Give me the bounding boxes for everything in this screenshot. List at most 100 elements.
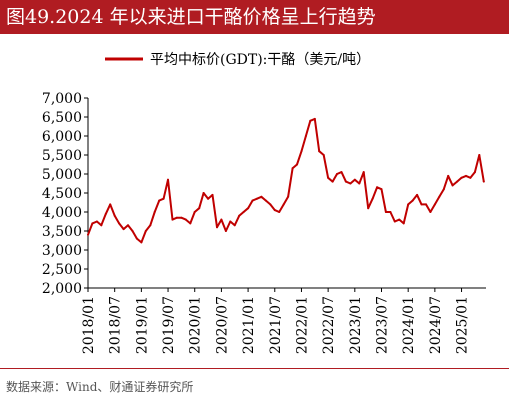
y-tick-label: 4,000 [42, 205, 82, 221]
data-point [380, 188, 383, 191]
data-point [184, 218, 187, 221]
line-chart: 平均中标价(GDT):干酪（美元/吨） 2,000 2,500 3,000 3,500… [42, 52, 486, 354]
y-tick-label: 3,500 [42, 224, 82, 240]
x-tick-label: 2025/01 [455, 296, 471, 354]
data-point [135, 237, 138, 240]
data-point [331, 180, 334, 183]
data-point [251, 199, 254, 202]
x-tick-label: 2024/07 [428, 296, 444, 354]
x-tick-label: 2022/07 [321, 296, 337, 354]
data-point [100, 224, 103, 227]
data-point [407, 203, 410, 206]
data-point [478, 154, 481, 156]
data-point [362, 171, 365, 174]
data-point [122, 228, 125, 231]
y-tick-label: 4,500 [42, 186, 82, 202]
data-point [429, 211, 432, 213]
y-tick-label: 5,500 [42, 148, 82, 164]
data-point [322, 154, 325, 156]
y-tick-label: 6,500 [42, 110, 82, 126]
data-point [353, 178, 356, 181]
legend-label: 平均中标价(GDT):干酪（美元/吨） [150, 52, 370, 68]
data-point [238, 214, 241, 217]
data-point [167, 178, 169, 181]
data-point [140, 241, 143, 244]
data-point [287, 195, 290, 198]
data-point [460, 176, 463, 179]
footer-divider [0, 368, 509, 369]
data-point [416, 193, 419, 196]
x-tick-label: 2023/07 [374, 296, 390, 354]
data-point [473, 171, 476, 174]
data-point [91, 222, 94, 225]
x-tick-label: 2023/01 [348, 296, 364, 354]
data-point [211, 193, 214, 196]
x-tick-label: 2021/01 [241, 296, 257, 354]
data-point [264, 199, 267, 202]
data-point [180, 216, 183, 219]
data-point [389, 211, 392, 213]
data-point [193, 211, 196, 213]
data-point [482, 180, 485, 183]
data-point [127, 224, 129, 227]
data-point [189, 222, 192, 225]
data-point [344, 180, 347, 183]
axes: 2,000 2,500 3,000 3,500 4,000 4,500 5,000 5,500… [42, 91, 486, 354]
data-point [456, 180, 459, 183]
data-point [113, 214, 116, 217]
data-point [358, 182, 361, 185]
data-point [95, 220, 98, 223]
series-layer [87, 117, 485, 244]
data-point [402, 222, 405, 225]
data-point [384, 211, 387, 213]
data-point [411, 199, 414, 202]
data-point [393, 220, 396, 223]
x-tick-label: 2024/01 [401, 296, 417, 354]
legend: 平均中标价(GDT):干酪（美元/吨） [105, 52, 370, 68]
x-tick-label: 2020/07 [214, 296, 230, 354]
x-tick-label: 2018/01 [81, 296, 97, 354]
x-tick-label: 2022/01 [294, 296, 310, 354]
data-point [367, 207, 370, 210]
data-point [300, 150, 303, 153]
data-point [433, 203, 436, 206]
data-point [87, 233, 89, 236]
data-point [376, 186, 379, 189]
data-point [109, 203, 112, 206]
data-point [220, 218, 223, 221]
data-point [216, 226, 218, 229]
data-point [198, 207, 201, 210]
chart-title: 图49.2024 年以来进口干酪价格呈上行趋势 [6, 6, 376, 28]
x-tick-label: 2019/07 [161, 296, 177, 354]
data-point [242, 211, 245, 213]
data-point [398, 218, 401, 221]
x-tick-label: 2018/07 [108, 296, 124, 354]
data-point [247, 207, 250, 210]
source-note: 数据来源：Wind、财通证券研究所 [6, 380, 194, 394]
data-point [260, 195, 263, 198]
data-point [273, 209, 276, 212]
data-point [340, 171, 343, 174]
data-point [104, 212, 107, 215]
data-point [229, 220, 232, 223]
data-point [131, 230, 134, 232]
data-point [202, 192, 205, 194]
data-point [233, 224, 236, 227]
data-point [118, 222, 121, 225]
data-point [144, 230, 147, 232]
y-tick-label: 7,000 [42, 91, 82, 107]
data-point [313, 117, 316, 120]
y-tick-label: 3,000 [42, 243, 82, 259]
data-point [291, 167, 294, 170]
data-point [327, 176, 330, 179]
x-tick-label: 2021/07 [268, 296, 284, 354]
y-tick-label: 2,500 [42, 262, 82, 278]
data-point [175, 216, 178, 219]
data-point [256, 197, 258, 200]
series-line-cheese-price [87, 117, 485, 244]
data-point [153, 211, 156, 213]
data-point [425, 203, 427, 206]
data-point [224, 230, 227, 232]
data-point [269, 203, 272, 206]
data-point [304, 135, 307, 137]
